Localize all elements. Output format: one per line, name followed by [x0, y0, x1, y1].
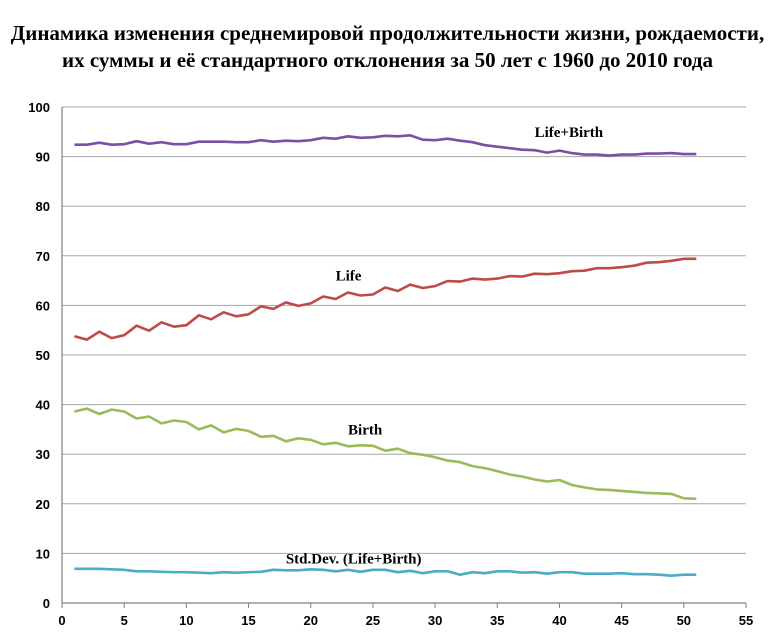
x-tick-label: 20: [303, 613, 317, 628]
x-tick-label: 45: [614, 613, 628, 628]
y-tick-label: 100: [28, 100, 50, 115]
y-tick-label: 20: [36, 497, 50, 512]
x-tick-label: 5: [121, 613, 128, 628]
y-tick-label: 60: [36, 298, 50, 313]
y-tick-label: 10: [36, 546, 50, 561]
series-line-1: [74, 257, 697, 341]
x-tick-label: 25: [366, 613, 380, 628]
x-tick-label: 50: [677, 613, 691, 628]
chart-title-line-1: Динамика изменения среднемировой продолж…: [10, 21, 765, 45]
y-tick-label: 70: [36, 249, 50, 264]
x-tick-label: 55: [739, 613, 753, 628]
x-tick-label: 10: [179, 613, 193, 628]
y-tick-label: 30: [36, 447, 50, 462]
y-tick-label: 90: [36, 150, 50, 165]
y-tick-label: 50: [36, 348, 50, 363]
series-line-3: [74, 567, 697, 578]
series-label-2: Birth: [348, 422, 383, 438]
chart-title-line-2: их суммы и её стандартного отклонения за…: [61, 48, 714, 72]
x-tick-label: 30: [428, 613, 442, 628]
y-tick-label: 40: [36, 398, 50, 413]
x-tick-label: 15: [241, 613, 255, 628]
series-line-0: [74, 134, 697, 157]
chart-title: Динамика изменения среднемировой продолж…: [0, 20, 775, 74]
series-label-0: Life+Birth: [535, 125, 604, 141]
y-tick-label: 0: [43, 596, 50, 611]
x-tick-label: 0: [58, 613, 65, 628]
series-label-1: Life: [336, 269, 362, 285]
y-tick-label: 80: [36, 199, 50, 214]
series-line-2: [74, 407, 697, 501]
x-tick-label: 35: [490, 613, 504, 628]
x-tick-label: 40: [552, 613, 566, 628]
series-label-3: Std.Dev. (Life+Birth): [286, 551, 422, 567]
